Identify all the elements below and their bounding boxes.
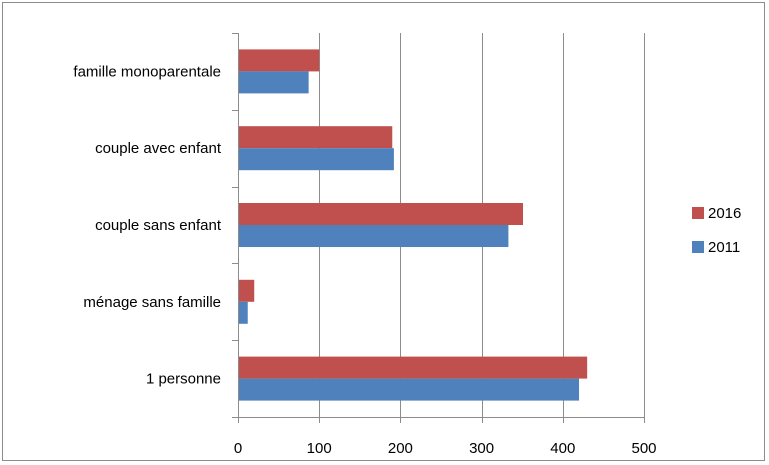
bar-2011-3	[239, 148, 394, 171]
axes	[232, 33, 645, 423]
labels: 0 100 200 300 400 500 1 personne ménage sans fa…	[73, 63, 656, 457]
x-tick-label-300: 300	[469, 440, 494, 457]
legend-label-2016: 2016	[708, 205, 741, 222]
category-label-3: couple avec enfant	[95, 140, 222, 157]
x-tick-label-0: 0	[234, 440, 242, 457]
bar-2011-1	[239, 301, 248, 324]
x-tick-label-100: 100	[307, 440, 332, 457]
bar-2016-4	[239, 49, 320, 72]
x-tick-label-400: 400	[550, 440, 575, 457]
bar-2016-1	[239, 279, 255, 302]
legend-swatch-2016	[692, 207, 704, 219]
category-label-0: 1 personne	[146, 371, 221, 388]
bar-2016-3	[239, 126, 393, 149]
legend: 2016 2011	[692, 205, 741, 256]
x-tick-label-500: 500	[631, 440, 656, 457]
bar-2011-2	[239, 225, 509, 247]
bar-2016-0	[239, 356, 588, 379]
category-label-1: ménage sans famille	[83, 294, 221, 311]
legend-label-2011: 2011	[708, 239, 740, 256]
x-tick-label-200: 200	[388, 440, 413, 457]
category-label-2: couple sans enfant	[95, 217, 222, 234]
legend-swatch-2011	[692, 241, 704, 253]
category-label-4: famille monoparentale	[73, 63, 221, 80]
bars	[239, 49, 588, 401]
bar-2011-0	[239, 378, 580, 401]
bar-2016-2	[239, 203, 524, 225]
bar-2011-4	[239, 71, 309, 94]
